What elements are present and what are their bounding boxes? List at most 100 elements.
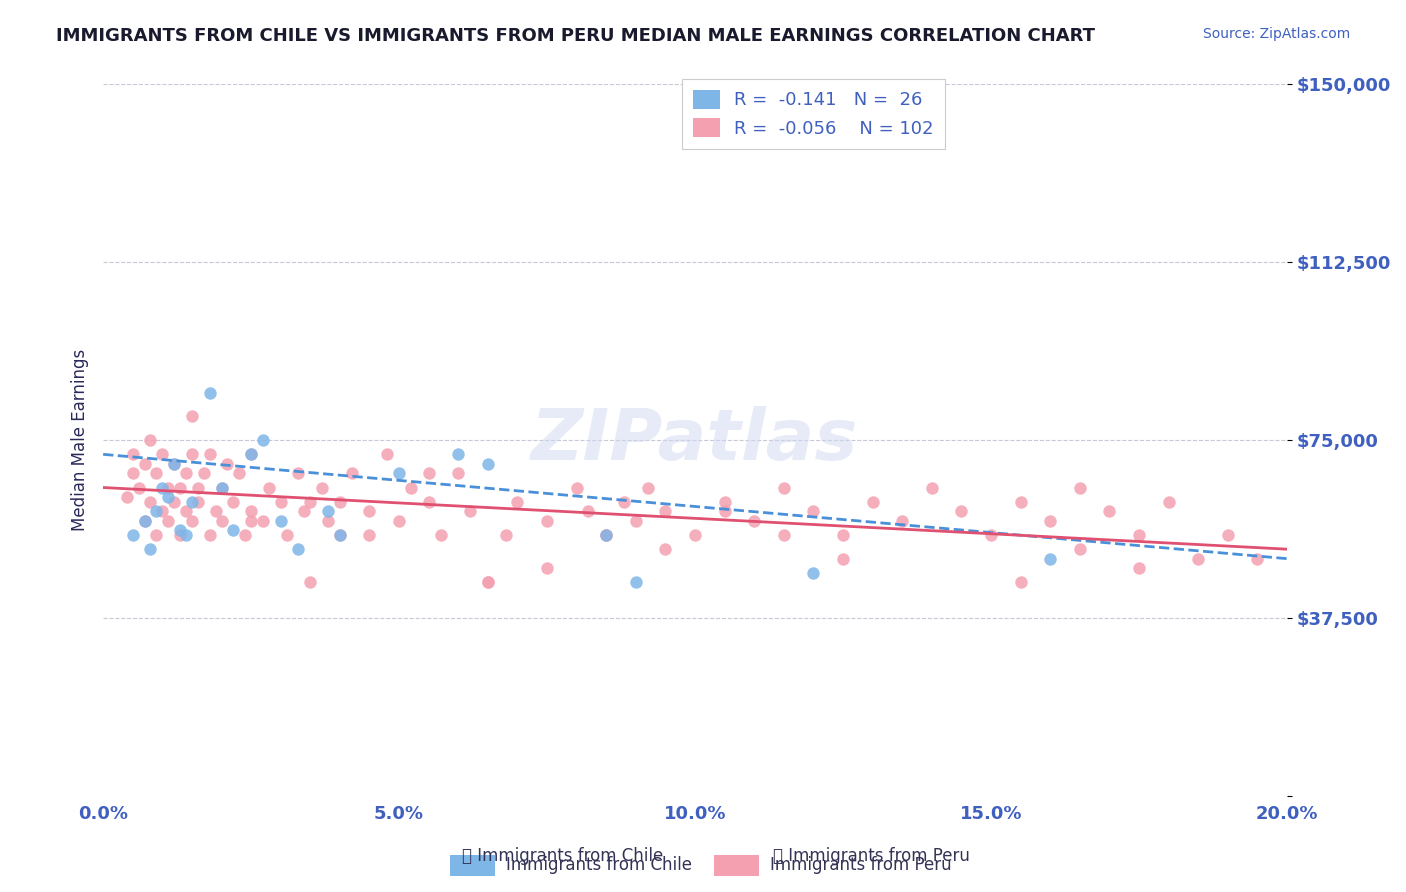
Point	[163, 457, 186, 471]
Point	[329, 528, 352, 542]
Point	[340, 467, 363, 481]
Text: IMMIGRANTS FROM CHILE VS IMMIGRANTS FROM PERU MEDIAN MALE EARNINGS CORRELATION C: IMMIGRANTS FROM CHILE VS IMMIGRANTS FROM…	[56, 27, 1095, 45]
Point	[637, 481, 659, 495]
Point	[211, 481, 233, 495]
Bar	[714, 855, 759, 876]
Point	[447, 447, 470, 461]
Point	[252, 514, 274, 528]
Point	[399, 481, 422, 495]
Text: Immigrants from Chile: Immigrants from Chile	[506, 856, 692, 874]
Point	[240, 514, 263, 528]
Point	[299, 494, 322, 508]
Point	[270, 514, 292, 528]
Point	[1010, 575, 1032, 590]
Point	[169, 528, 191, 542]
Point	[1039, 514, 1062, 528]
Point	[536, 561, 558, 575]
Point	[613, 494, 636, 508]
Point	[252, 433, 274, 447]
Point	[240, 447, 263, 461]
Point	[270, 494, 292, 508]
Point	[654, 542, 676, 557]
Point	[222, 523, 245, 537]
Point	[299, 575, 322, 590]
Point	[458, 504, 481, 518]
Point	[121, 467, 143, 481]
Point	[772, 528, 794, 542]
Point	[157, 481, 180, 495]
Point	[477, 457, 499, 471]
Point	[832, 551, 855, 566]
Point	[198, 385, 221, 400]
Text: ZIPatlas: ZIPatlas	[531, 406, 859, 475]
Point	[204, 504, 226, 518]
Legend: R =  -0.141   N =  26, R =  -0.056    N = 102: R = -0.141 N = 26, R = -0.056 N = 102	[682, 79, 945, 149]
Point	[447, 467, 470, 481]
Point	[359, 504, 381, 518]
Point	[187, 494, 209, 508]
Point	[134, 457, 156, 471]
Point	[713, 504, 735, 518]
Point	[139, 433, 162, 447]
Point	[742, 514, 765, 528]
Point	[1128, 528, 1150, 542]
Point	[115, 490, 138, 504]
Point	[595, 528, 617, 542]
Point	[128, 481, 150, 495]
Point	[134, 514, 156, 528]
Point	[145, 528, 167, 542]
Point	[163, 457, 186, 471]
Point	[174, 467, 197, 481]
Point	[1216, 528, 1239, 542]
Point	[477, 575, 499, 590]
Point	[329, 494, 352, 508]
Point	[139, 494, 162, 508]
Point	[388, 467, 411, 481]
Point	[477, 575, 499, 590]
Point	[388, 514, 411, 528]
Point	[174, 528, 197, 542]
Point	[240, 504, 263, 518]
Point	[624, 514, 647, 528]
Point	[329, 528, 352, 542]
Point	[139, 542, 162, 557]
Point	[595, 528, 617, 542]
Point	[565, 481, 588, 495]
Point	[980, 528, 1002, 542]
Point	[1187, 551, 1209, 566]
Point	[1128, 561, 1150, 575]
Point	[145, 504, 167, 518]
Point	[292, 504, 315, 518]
Point	[150, 504, 173, 518]
Point	[193, 467, 215, 481]
Point	[169, 523, 191, 537]
Text: Immigrants from Peru: Immigrants from Peru	[770, 856, 952, 874]
Point	[145, 467, 167, 481]
Point	[228, 467, 250, 481]
Point	[1098, 504, 1121, 518]
Point	[1069, 542, 1091, 557]
Point	[654, 504, 676, 518]
Point	[418, 494, 440, 508]
Point	[198, 528, 221, 542]
Text: ⬜ Immigrants from Peru: ⬜ Immigrants from Peru	[773, 847, 970, 865]
Point	[169, 481, 191, 495]
Point	[595, 528, 617, 542]
Point	[316, 504, 339, 518]
Point	[180, 494, 202, 508]
Point	[187, 481, 209, 495]
Point	[217, 457, 239, 471]
Point	[211, 514, 233, 528]
Point	[832, 528, 855, 542]
Point	[506, 494, 529, 508]
Point	[1157, 494, 1180, 508]
Point	[578, 504, 600, 518]
Point	[418, 467, 440, 481]
Point	[803, 504, 825, 518]
Point	[375, 447, 398, 461]
Point	[163, 494, 186, 508]
Point	[180, 409, 202, 424]
Point	[683, 528, 706, 542]
Point	[311, 481, 333, 495]
Point	[134, 514, 156, 528]
